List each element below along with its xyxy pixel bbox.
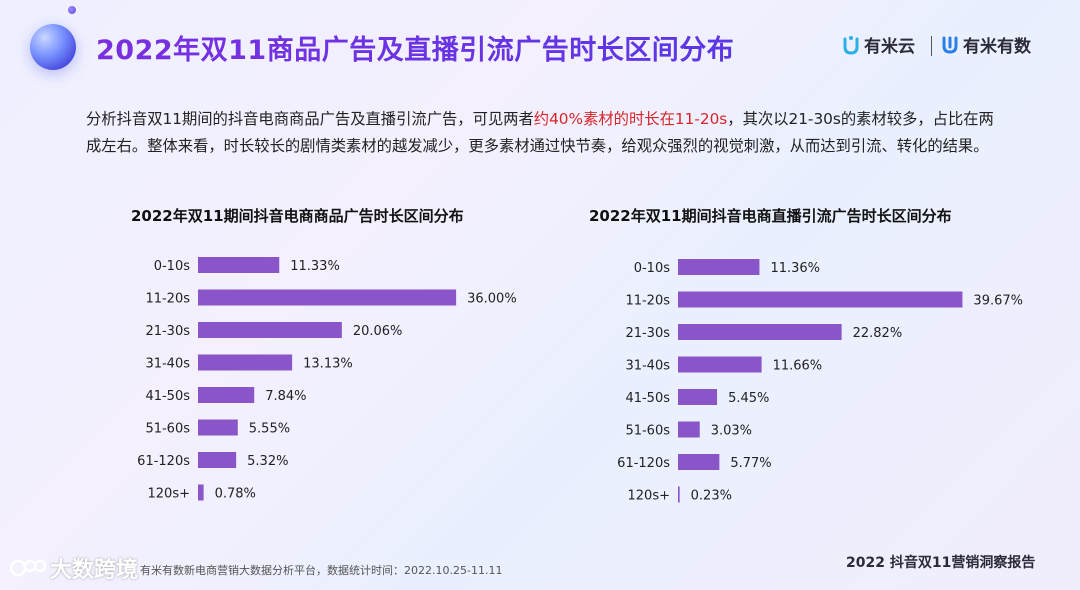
- youmi-cloud-logo-icon: [843, 35, 859, 55]
- category-label: 0-10s: [634, 261, 671, 276]
- youmi-data-logo-text: 有米有数: [963, 37, 1031, 57]
- data-label: 3.03%: [711, 424, 752, 439]
- data-label: 22.82%: [853, 326, 903, 341]
- youmi-data-logo-icon: [942, 36, 958, 54]
- bar: [198, 257, 280, 273]
- chart-live-ads: 0-10s 11.36% 11-20s 39.67% 21-30s 22.82% 31-40…: [617, 259, 1023, 504]
- data-label: 7.84%: [265, 389, 306, 404]
- category-label: 31-40s: [145, 357, 190, 372]
- bar: [678, 324, 842, 340]
- category-label: 41-50s: [625, 391, 670, 406]
- category-label: 0-10s: [154, 259, 191, 274]
- category-label: 61-120s: [617, 456, 670, 471]
- data-label: 11.36%: [770, 261, 820, 276]
- bar: [678, 291, 963, 308]
- data-label: 5.55%: [249, 422, 290, 437]
- data-label: 0.78%: [215, 487, 256, 502]
- category-label: 51-60s: [145, 422, 190, 437]
- bar: [678, 259, 760, 275]
- description-text-1: 分析抖音双11期间的抖音电商商品广告及直播引流广告，可见两者: [86, 110, 534, 128]
- category-label: 120s+: [628, 489, 670, 504]
- logo-divider: [931, 36, 932, 56]
- category-label: 31-40s: [625, 359, 670, 374]
- category-label: 120s+: [148, 487, 190, 502]
- category-label: 51-60s: [625, 424, 670, 439]
- data-label: 0.23%: [691, 489, 732, 504]
- footer-report-brand: 2022 抖音双11营销洞察报告: [846, 555, 1036, 571]
- chart-product-ads: 0-10s 11.33% 11-20s 36.00% 21-30s 20.06% 31-40…: [137, 257, 517, 502]
- data-label: 36.00%: [467, 292, 517, 307]
- data-label: 5.77%: [730, 456, 771, 471]
- bar: [198, 484, 204, 501]
- footer-source-note: 有米有数新电商营销大数据分析平台，数据统计时间：2022.10.25-11.11: [140, 564, 503, 577]
- youmi-cloud-logo: 有米云: [842, 32, 915, 57]
- bar: [678, 421, 700, 438]
- bar: [678, 486, 680, 503]
- category-label: 61-120s: [137, 454, 190, 469]
- watermark-logo-icon: [10, 559, 46, 577]
- bar: [198, 322, 342, 338]
- category-label: 11-20s: [625, 294, 670, 309]
- data-label: 5.45%: [728, 391, 769, 406]
- bar: [198, 289, 457, 306]
- youmi-cloud-logo-text: 有米云: [864, 37, 915, 57]
- category-label: 21-30s: [145, 324, 190, 339]
- bar: [678, 356, 762, 373]
- bar: [678, 454, 720, 470]
- category-label: 21-30s: [625, 326, 670, 341]
- watermark-text: 大数跨境: [50, 558, 139, 583]
- category-label: 11-20s: [145, 292, 190, 307]
- decor-dot: [68, 6, 76, 14]
- data-label: 13.13%: [303, 357, 353, 372]
- data-label: 20.06%: [353, 324, 403, 339]
- chart-title-product-ads: 2022年双11期间抖音电商商品广告时长区间分布: [131, 207, 464, 225]
- data-label: 5.32%: [247, 454, 288, 469]
- bar: [198, 419, 238, 436]
- chart-title-live-ads: 2022年双11期间抖音电商直播引流广告时长区间分布: [589, 207, 952, 225]
- data-label: 11.33%: [290, 259, 340, 274]
- category-label: 41-50s: [145, 389, 190, 404]
- description-paragraph: 分析抖音双11期间的抖音电商商品广告及直播引流广告，可见两者约40%素材的时长在…: [86, 106, 1006, 160]
- description-highlight: 约40%素材的时长在11-20s: [533, 110, 728, 128]
- page-title: 2022年双11商品广告及直播引流广告时长区间分布: [96, 28, 734, 67]
- description-text-2: ，其次以21-30s的素材较多，占比在两成左右。整体来看，时长较长的剧情类素材的…: [86, 110, 994, 155]
- decor-orb: [30, 24, 76, 70]
- bar: [678, 389, 718, 405]
- bar: [198, 452, 237, 468]
- data-label: 11.66%: [773, 359, 823, 374]
- youmi-data-logo: 有米有数: [941, 32, 1031, 57]
- bar: [198, 387, 255, 403]
- data-label: 39.67%: [973, 294, 1023, 309]
- bar: [198, 354, 293, 371]
